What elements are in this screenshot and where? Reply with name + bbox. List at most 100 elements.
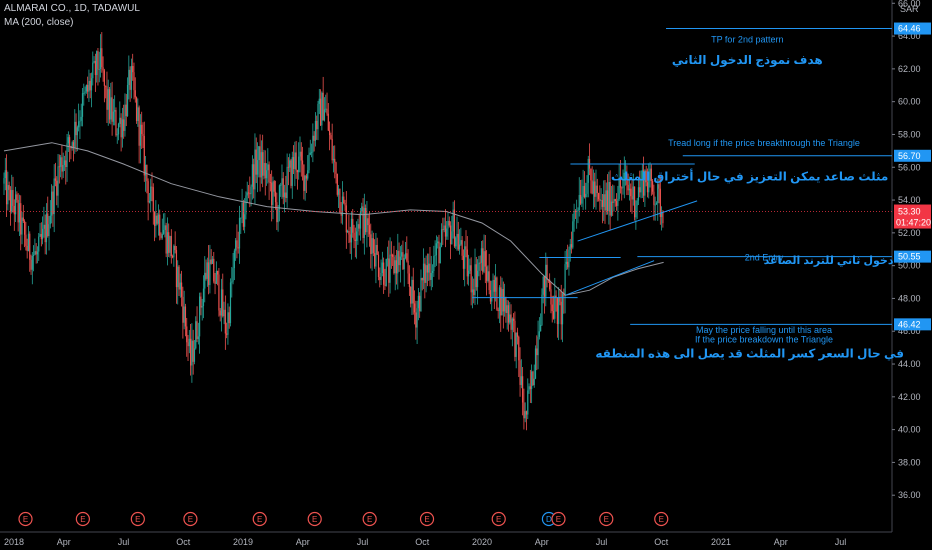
candle-body xyxy=(384,284,386,286)
candle-body xyxy=(456,233,458,238)
candle-body xyxy=(426,265,428,273)
candle-body xyxy=(274,191,277,203)
candle-body xyxy=(610,201,613,216)
earnings-marker xyxy=(75,511,90,527)
candle-body xyxy=(482,248,484,272)
indicator-title: MA (200, close) xyxy=(4,17,74,28)
annotation-text: If the price breakdown the Triangle xyxy=(695,335,833,345)
candle-body xyxy=(233,250,235,269)
candle-body xyxy=(121,119,123,138)
candle-body xyxy=(327,113,329,131)
x-tick-label: Jul xyxy=(835,537,847,547)
candle-body xyxy=(498,287,501,312)
candle-body xyxy=(92,62,94,79)
candle-body xyxy=(26,245,28,251)
candle-body xyxy=(537,336,539,356)
candle-body xyxy=(143,135,145,176)
candle-body xyxy=(60,157,62,167)
earnings-marker xyxy=(654,511,669,527)
candle-body xyxy=(305,175,308,179)
candle-body xyxy=(132,66,134,73)
candle-body xyxy=(162,229,165,234)
candle-body xyxy=(564,264,566,296)
candle-body xyxy=(655,203,658,205)
candle-body xyxy=(304,175,306,191)
event-marker-label: E xyxy=(496,515,501,524)
candle-body xyxy=(394,260,396,274)
candle-body xyxy=(85,85,87,92)
candle-body xyxy=(653,191,655,205)
candle-body xyxy=(286,166,288,199)
candle-body xyxy=(116,134,118,136)
candle-body xyxy=(295,152,297,171)
y-tick-label: 60.00 xyxy=(898,97,921,107)
candle-body xyxy=(335,162,337,174)
x-tick-label: Jul xyxy=(596,537,608,547)
candle-body xyxy=(134,90,136,98)
candle-body xyxy=(523,402,525,419)
price-label-badge xyxy=(894,149,931,162)
y-tick-label: 52.00 xyxy=(898,228,921,238)
candle-body xyxy=(150,186,152,202)
last-price-text: 53.30 xyxy=(898,207,921,217)
candle-body xyxy=(437,241,439,244)
candle-body xyxy=(524,411,526,419)
candle-body xyxy=(223,309,225,317)
event-marker-label: E xyxy=(604,515,609,524)
candle-body xyxy=(251,164,253,187)
candle-body xyxy=(298,156,300,173)
candle-body xyxy=(636,200,638,206)
candle-body xyxy=(511,318,513,330)
candle-body xyxy=(630,188,632,197)
candle-body xyxy=(474,264,476,295)
candle-body xyxy=(401,252,403,257)
candle-body xyxy=(52,191,54,215)
candle-body xyxy=(594,181,596,197)
candle-body xyxy=(283,192,286,198)
candle-body xyxy=(476,270,479,288)
candle-body xyxy=(453,209,456,247)
price-label-badge xyxy=(894,318,931,331)
x-tick-label: Oct xyxy=(415,537,430,547)
candle-body xyxy=(241,202,243,218)
candle-body xyxy=(260,152,262,178)
candle-body xyxy=(9,189,12,212)
candles xyxy=(3,32,664,431)
candle-body xyxy=(30,259,32,270)
candle-body xyxy=(128,69,130,85)
candle-body xyxy=(74,121,76,148)
candle-body xyxy=(340,212,342,216)
candle-body xyxy=(106,86,108,110)
candle-body xyxy=(325,108,327,110)
candle-body xyxy=(232,268,234,282)
annotation-text: 2nd Entry xyxy=(745,253,784,263)
candle-body xyxy=(199,296,201,337)
candle-body xyxy=(624,172,627,174)
candle-body xyxy=(53,178,55,215)
price-label-text: 50.55 xyxy=(898,252,921,262)
candle-body xyxy=(402,252,404,270)
candle-body xyxy=(458,244,461,250)
candle-body xyxy=(492,279,494,297)
candle-body xyxy=(554,295,556,319)
candle-body xyxy=(525,411,528,415)
candle-body xyxy=(519,360,521,385)
candle-body xyxy=(168,232,170,253)
candle-body xyxy=(45,213,48,243)
candle-body xyxy=(404,253,407,259)
candle-body xyxy=(214,281,216,284)
y-tick-label: 42.00 xyxy=(898,392,921,402)
candle-body xyxy=(165,225,167,254)
candle-body xyxy=(435,243,438,256)
candle-body xyxy=(99,48,102,70)
event-marker-label: E xyxy=(367,515,372,524)
candle-body xyxy=(429,263,431,280)
candle-body xyxy=(338,188,340,195)
candle-body xyxy=(532,371,534,385)
candle-body xyxy=(581,196,583,204)
candle-body xyxy=(464,246,466,269)
candle-body xyxy=(238,217,241,249)
candle-body xyxy=(627,184,629,191)
candle-body xyxy=(520,376,522,385)
